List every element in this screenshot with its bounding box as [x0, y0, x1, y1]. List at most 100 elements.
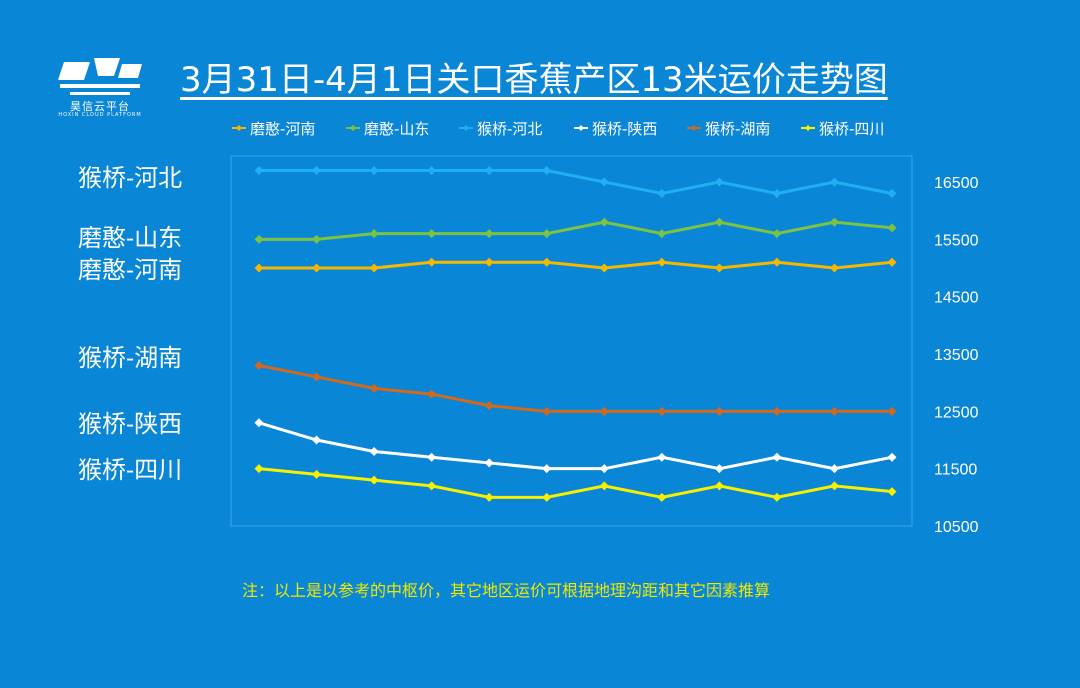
legend: 磨憨-河南 磨憨-山东 猴桥-河北 猴桥-陕西 猴桥-湖南 猴桥-四川	[232, 120, 884, 138]
data-point	[887, 257, 897, 267]
data-point	[657, 188, 667, 198]
series-group	[254, 166, 897, 502]
data-point	[599, 481, 609, 491]
data-point	[427, 481, 437, 491]
data-point	[714, 263, 724, 273]
data-point	[829, 406, 839, 416]
y-tick-label: 14500	[934, 290, 979, 307]
data-point	[312, 166, 322, 176]
data-point	[599, 464, 609, 474]
data-point	[714, 481, 724, 491]
data-point	[599, 263, 609, 273]
y-tick-label: 12500	[934, 404, 979, 421]
legend-label: 猴桥-四川	[819, 120, 884, 138]
data-point	[427, 257, 437, 267]
y-tick-label: 13500	[934, 347, 979, 364]
series-path	[258, 363, 892, 413]
data-point	[887, 452, 897, 462]
data-point	[312, 435, 322, 445]
data-point	[484, 401, 494, 411]
data-point	[599, 177, 609, 187]
data-point	[599, 217, 609, 227]
series-line	[254, 418, 897, 474]
data-point	[714, 177, 724, 187]
data-point	[484, 166, 494, 176]
plot-area	[230, 155, 913, 527]
data-point	[427, 389, 437, 399]
series-path	[258, 467, 893, 499]
data-point	[312, 372, 322, 382]
data-point	[542, 229, 552, 239]
side-series-label: 猴桥-河北	[78, 164, 182, 192]
series-line	[254, 464, 897, 502]
y-axis-ticks: 10500 11500 12500 13500 14500 15500 16500	[934, 175, 979, 536]
data-point	[657, 257, 667, 267]
series-line	[254, 217, 897, 244]
legend-label: 磨憨-山东	[364, 120, 429, 138]
data-point	[369, 383, 379, 393]
legend-item: 猴桥-湖南	[687, 120, 770, 138]
data-point	[254, 360, 264, 370]
logo-name: 昊信云平台	[70, 100, 130, 113]
legend-item: 猴桥-四川	[801, 120, 884, 138]
data-point	[714, 217, 724, 227]
legend-item: 猴桥-河北	[459, 120, 542, 138]
side-series-label: 猴桥-四川	[78, 456, 182, 484]
logo-icon	[58, 58, 142, 95]
data-point	[369, 446, 379, 456]
data-point	[542, 257, 552, 267]
side-series-label: 磨憨-河南	[78, 256, 182, 284]
side-series-label: 猴桥-陕西	[78, 410, 182, 438]
data-point	[312, 263, 322, 273]
data-point	[829, 177, 839, 187]
legend-label: 磨憨-河南	[250, 120, 315, 138]
data-point	[542, 464, 552, 474]
y-tick-label: 15500	[934, 232, 979, 249]
data-point	[887, 487, 897, 497]
data-point	[657, 452, 667, 462]
data-point	[829, 263, 839, 273]
data-point	[714, 464, 724, 474]
data-point	[484, 458, 494, 468]
legend-label: 猴桥-河北	[477, 120, 542, 138]
data-point	[369, 229, 379, 239]
data-point	[657, 406, 667, 416]
logo-subtitle: HOXIN CLOUD PLATFORM	[58, 112, 142, 118]
data-point	[312, 469, 322, 479]
data-point	[254, 263, 264, 273]
y-tick-label: 10500	[934, 519, 979, 536]
data-point	[714, 406, 724, 416]
data-point	[829, 481, 839, 491]
data-point	[772, 492, 782, 502]
series-path	[259, 220, 893, 241]
data-point	[484, 492, 494, 502]
data-point	[829, 217, 839, 227]
data-point	[772, 229, 782, 239]
series-line	[254, 257, 897, 273]
data-point	[542, 406, 552, 416]
y-tick-label: 11500	[934, 462, 977, 479]
data-point	[484, 229, 494, 239]
data-point	[254, 464, 264, 474]
legend-label: 猴桥-陕西	[592, 120, 657, 138]
data-point	[254, 166, 264, 176]
series-path	[259, 169, 893, 195]
data-point	[369, 166, 379, 176]
data-point	[254, 234, 264, 244]
chart-title: 3月31日-4月1日关口香蕉产区13米运价走势图	[180, 60, 888, 100]
data-point	[887, 188, 897, 198]
data-point	[369, 475, 379, 485]
data-point	[427, 229, 437, 239]
data-point	[254, 418, 264, 428]
data-point	[369, 263, 379, 273]
footnote: 注：以上是以参考的中枢价，其它地区运价可根据地理沟距和其它因素推算	[242, 581, 771, 600]
data-point	[772, 406, 782, 416]
side-series-label: 猴桥-湖南	[78, 344, 182, 372]
data-point	[887, 223, 897, 233]
legend-label: 猴桥-湖南	[705, 120, 770, 138]
series-line	[254, 360, 897, 416]
data-point	[599, 406, 609, 416]
y-tick-label: 16500	[934, 175, 979, 192]
